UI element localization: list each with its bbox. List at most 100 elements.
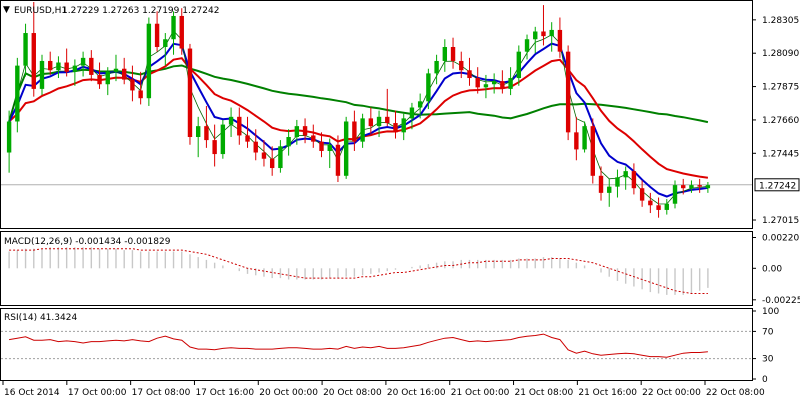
price-tick-label: 1.27015	[762, 216, 799, 226]
price-tick-label: 1.27660	[762, 116, 799, 126]
rsi-panel	[0, 308, 753, 381]
candle	[565, 45, 571, 141]
current-price-label: 1.27242	[759, 181, 796, 191]
candle	[97, 62, 102, 89]
time-tick-label: 20 Oct 08:00	[323, 388, 382, 398]
price-tick-label: 1.28305	[762, 16, 799, 26]
candle	[327, 138, 332, 169]
candle	[631, 163, 637, 195]
candle	[64, 48, 69, 77]
candle	[195, 116, 201, 158]
rsi-tick-label: 30	[762, 355, 774, 365]
candle	[15, 57, 20, 133]
macd-plot	[8, 247, 709, 295]
candle	[590, 118, 595, 184]
candle	[80, 51, 86, 77]
candle	[187, 43, 193, 145]
candle	[607, 178, 612, 207]
macd-panel	[0, 231, 753, 306]
candle	[220, 119, 226, 159]
candle	[385, 88, 390, 127]
candle	[146, 17, 152, 106]
candle	[31, 2, 36, 97]
current-price-box	[754, 178, 800, 192]
time-tick-label: 21 Oct 00:00	[451, 388, 510, 398]
candle	[179, 8, 184, 55]
candle	[39, 54, 45, 96]
price-panel	[0, 0, 753, 229]
candle	[442, 39, 448, 72]
candle	[368, 107, 374, 134]
candle	[664, 199, 669, 215]
time-tick-label: 17 Oct 00:00	[68, 388, 127, 398]
candle	[360, 113, 365, 148]
candle	[319, 132, 324, 158]
candle	[245, 116, 250, 148]
candle	[6, 110, 12, 173]
candle	[23, 23, 28, 77]
candle	[237, 107, 242, 145]
candle	[269, 146, 275, 176]
candle	[533, 26, 538, 54]
candle	[582, 121, 587, 153]
ohlc-readout: 1.27229 1.27263 1.27199 1.27242	[62, 6, 219, 16]
candle	[278, 140, 283, 173]
candle	[639, 180, 645, 207]
candle	[598, 166, 604, 201]
time-tick-label: 20 Oct 00:00	[259, 388, 318, 398]
candle	[113, 54, 119, 82]
time-tick-label: 21 Oct 08:00	[515, 388, 574, 398]
candle	[72, 59, 78, 86]
rsi-plot	[1, 330, 752, 360]
collapse-arrow-icon[interactable]: ▼	[3, 5, 10, 15]
candle	[212, 124, 217, 167]
candle	[426, 68, 431, 110]
candle	[491, 73, 497, 94]
candle	[154, 11, 160, 52]
macd-label: MACD(12,26,9) -0.001434 -0.001829	[4, 237, 171, 247]
candle	[500, 70, 505, 94]
time-tick-label: 21 Oct 16:00	[578, 388, 637, 398]
time-tick-label: 22 Oct 08:00	[706, 388, 765, 398]
candle	[393, 110, 398, 139]
candle	[672, 180, 678, 209]
candle	[105, 67, 110, 96]
axis-labels: 1.28305 1.28090 1.27875 1.27660 1.27445 1.270…	[2, 16, 800, 398]
candle	[516, 45, 522, 86]
rsi-tick-label: 100	[762, 307, 779, 317]
time-tick-label: 17 Oct 08:00	[132, 388, 191, 398]
macd-tick-label: 0.002201	[762, 233, 800, 243]
candle	[56, 56, 61, 79]
candle	[228, 107, 234, 137]
candle	[311, 124, 316, 148]
macd-signal-line	[9, 248, 708, 294]
candle	[286, 129, 291, 156]
candle	[656, 197, 661, 218]
price-tick-label: 1.27875	[762, 83, 799, 93]
candle	[253, 129, 258, 161]
rsi-line	[9, 333, 708, 358]
candle	[697, 178, 702, 193]
candle	[261, 140, 267, 167]
rsi-label: RSI(14) 41.3424	[4, 313, 77, 323]
candle	[122, 57, 127, 85]
candle	[705, 182, 711, 193]
macd-tick-label: 0.00	[762, 264, 782, 274]
candle	[352, 110, 357, 151]
candle	[376, 110, 382, 137]
candle	[467, 57, 472, 86]
candle	[459, 51, 464, 79]
time-tick-label: 22 Oct 00:00	[642, 388, 701, 398]
candle	[294, 119, 300, 145]
candle	[557, 17, 563, 58]
rsi-tick-label: 70	[762, 327, 774, 337]
candle	[450, 37, 456, 69]
candle	[130, 65, 135, 102]
candle	[89, 50, 94, 82]
time-tick-label: 16 Oct 2014	[4, 388, 60, 398]
candle	[681, 178, 686, 195]
candle	[483, 74, 489, 99]
candle	[401, 113, 406, 141]
